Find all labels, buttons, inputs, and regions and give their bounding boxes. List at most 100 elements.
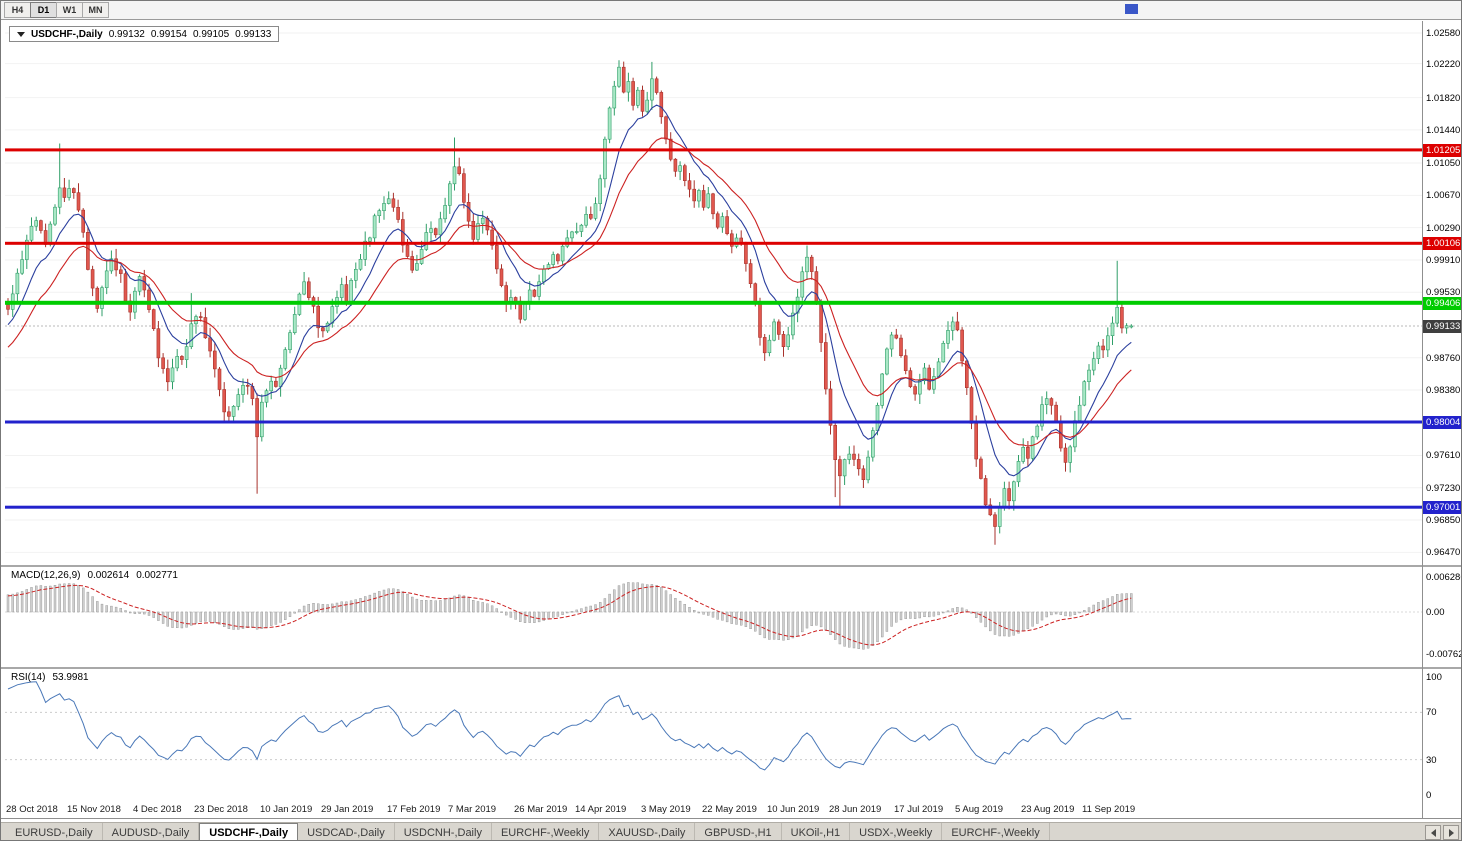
macd-signal-line bbox=[7, 584, 1132, 646]
price-axis-label: 1.00670 bbox=[1426, 190, 1461, 201]
axis-separator-line bbox=[1422, 21, 1423, 818]
chart-tab-usdx-weekly[interactable]: USDX-,Weekly bbox=[850, 823, 943, 840]
chart-tab-usdchf-daily[interactable]: USDCHF-,Daily bbox=[199, 823, 299, 840]
pane-splitter-rsi[interactable] bbox=[1, 667, 1461, 669]
chart-tab-eurchf-weekly[interactable]: EURCHF-,Weekly bbox=[492, 823, 600, 840]
chart-tab-usdcad-daily[interactable]: USDCAD-,Daily bbox=[298, 823, 395, 840]
hline-price-badge: 1.00106 bbox=[1423, 237, 1461, 250]
hline-support-0.98004[interactable] bbox=[5, 420, 1422, 424]
rsi-line bbox=[7, 681, 1132, 771]
hline-price-badge: 0.97001 bbox=[1423, 501, 1461, 514]
chart-shift-marker[interactable] bbox=[1125, 4, 1138, 14]
chart-tab-eurchf-weekly[interactable]: EURCHF-,Weekly bbox=[942, 823, 1050, 840]
rsi-header: RSI(14) 53.9981 bbox=[11, 672, 89, 683]
timeframe-button-h4[interactable]: H4 bbox=[4, 2, 31, 18]
current-price-badge: 0.99133 bbox=[1423, 320, 1461, 333]
price-axis-label: 1.01440 bbox=[1426, 125, 1461, 136]
rsi-title: RSI(14) bbox=[11, 672, 46, 683]
chart-tab-audusd-daily[interactable]: AUDUSD-,Daily bbox=[103, 823, 200, 840]
rsi-value: 53.9981 bbox=[52, 672, 89, 683]
chart-symbol-title: USDCHF-,Daily bbox=[31, 28, 103, 40]
price-axis-label: 1.00290 bbox=[1426, 223, 1461, 234]
macd-main-value: 0.002614 bbox=[87, 570, 130, 581]
hline-price-badge: 1.01205 bbox=[1423, 144, 1461, 157]
macd-axis-label: 0.00 bbox=[1426, 607, 1445, 618]
tab-scroll-left-button[interactable] bbox=[1425, 825, 1441, 840]
timeframe-button-mn[interactable]: MN bbox=[82, 2, 109, 18]
price-axis[interactable]: 1.02580 1.02220 1.01820 1.01440 1.01050 1.006… bbox=[1423, 21, 1461, 565]
chart-title-box[interactable]: USDCHF-,Daily 0.99132 0.99154 0.99105 0.… bbox=[9, 26, 280, 42]
chart-tab-gbpusd-h1[interactable]: GBPUSD-,H1 bbox=[695, 823, 782, 840]
chart-tab-usdcnh-daily[interactable]: USDCNH-,Daily bbox=[395, 823, 492, 840]
hline-resistance-1.01205[interactable] bbox=[5, 148, 1422, 152]
hline-resistance-1.00106[interactable] bbox=[5, 241, 1422, 245]
rsi-axis-label: 70 bbox=[1426, 707, 1437, 718]
timeframe-toolbar: H4 D1 W1 MN bbox=[1, 1, 1461, 20]
ohlc-high: 0.99154 bbox=[150, 28, 187, 40]
time-axis-label: 11 Sep 2019 bbox=[1082, 804, 1136, 815]
time-axis-label: 22 May 2019 bbox=[702, 804, 757, 815]
chart-tab-ukoil-h1[interactable]: UKOil-,H1 bbox=[782, 823, 851, 840]
macd-header: MACD(12,26,9) 0.002614 0.002771 bbox=[11, 570, 178, 581]
time-axis-label: 23 Aug 2019 bbox=[1021, 804, 1075, 815]
macd-histogram bbox=[6, 582, 1133, 650]
macd-signal-value: 0.002771 bbox=[136, 570, 178, 581]
time-axis-label: 4 Dec 2018 bbox=[133, 804, 182, 815]
tab-nav bbox=[1425, 823, 1461, 840]
hline-support-0.97001[interactable] bbox=[5, 505, 1422, 509]
rsi-axis-label: 0 bbox=[1426, 790, 1432, 801]
time-axis-label: 23 Dec 2018 bbox=[194, 804, 248, 815]
chart-tab-xauusd-daily[interactable]: XAUUSD-,Daily bbox=[599, 823, 696, 840]
time-axis-label: 5 Aug 2019 bbox=[955, 804, 1004, 815]
time-axis-label: 17 Jul 2019 bbox=[894, 804, 944, 815]
fast-ma-line bbox=[7, 104, 1132, 477]
price-axis-label: 0.96850 bbox=[1426, 515, 1461, 526]
macd-axis-label: 0.006286 bbox=[1426, 572, 1462, 583]
time-axis-label: 10 Jun 2019 bbox=[767, 804, 820, 815]
slow-ma-line bbox=[7, 137, 1132, 447]
price-axis-label: 0.98380 bbox=[1426, 385, 1461, 396]
chart-bottom-border bbox=[1, 818, 1461, 819]
macd-indicator-canvas[interactable] bbox=[5, 567, 1422, 667]
chart-dropdown-icon bbox=[17, 31, 25, 37]
tab-scroll-right-button[interactable] bbox=[1443, 825, 1459, 840]
price-axis-label: 0.97610 bbox=[1426, 450, 1461, 461]
hline-support-0.99406[interactable] bbox=[5, 300, 1422, 305]
rsi-axis-label: 30 bbox=[1426, 755, 1437, 766]
price-axis-label: 1.02220 bbox=[1426, 59, 1461, 70]
rsi-axis-label: 100 bbox=[1426, 672, 1442, 683]
pane-splitter-macd[interactable] bbox=[1, 565, 1461, 567]
price-axis-label: 0.99530 bbox=[1426, 287, 1461, 298]
price-axis-label: 1.01820 bbox=[1426, 93, 1461, 104]
chart-tab-bar: EURUSD-,Daily AUDUSD-,Daily USDCHF-,Daily U… bbox=[1, 822, 1461, 840]
main-price-chart-canvas[interactable] bbox=[5, 21, 1422, 565]
rsi-indicator-canvas[interactable] bbox=[5, 669, 1422, 799]
ohlc-low: 0.99105 bbox=[193, 28, 230, 40]
timeframe-button-d1[interactable]: D1 bbox=[30, 2, 57, 18]
price-axis-label: 0.98760 bbox=[1426, 353, 1461, 364]
candles-series bbox=[6, 60, 1134, 545]
time-axis-label: 26 Mar 2019 bbox=[514, 804, 568, 815]
chart-tab-eurusd-daily[interactable]: EURUSD-,Daily bbox=[6, 823, 103, 840]
time-axis-label: 28 Oct 2018 bbox=[6, 804, 58, 815]
hline-price-badge: 0.99406 bbox=[1423, 297, 1461, 310]
time-axis-label: 17 Feb 2019 bbox=[387, 804, 441, 815]
time-axis-label: 10 Jan 2019 bbox=[260, 804, 313, 815]
rsi-axis[interactable]: 100 70 30 0 bbox=[1423, 669, 1461, 801]
price-axis-label: 1.01050 bbox=[1426, 158, 1461, 169]
ohlc-close: 0.99133 bbox=[235, 28, 272, 40]
macd-title: MACD(12,26,9) bbox=[11, 570, 81, 581]
time-axis-label: 28 Jun 2019 bbox=[829, 804, 882, 815]
macd-axis-label: -0.00762 bbox=[1426, 649, 1462, 660]
hline-price-badge: 0.98004 bbox=[1423, 416, 1461, 429]
macd-axis[interactable]: 0.006286 0.00 -0.00762 bbox=[1423, 567, 1462, 667]
timeframe-button-w1[interactable]: W1 bbox=[56, 2, 83, 18]
tab-scroll-left-icon bbox=[1430, 828, 1436, 837]
price-axis-label: 0.99910 bbox=[1426, 255, 1461, 266]
time-axis-label: 29 Jan 2019 bbox=[321, 804, 374, 815]
price-axis-label: 0.97230 bbox=[1426, 483, 1461, 494]
time-axis-label: 7 Mar 2019 bbox=[448, 804, 497, 815]
time-axis-label: 3 May 2019 bbox=[641, 804, 691, 815]
time-axis-label: 14 Apr 2019 bbox=[575, 804, 627, 815]
